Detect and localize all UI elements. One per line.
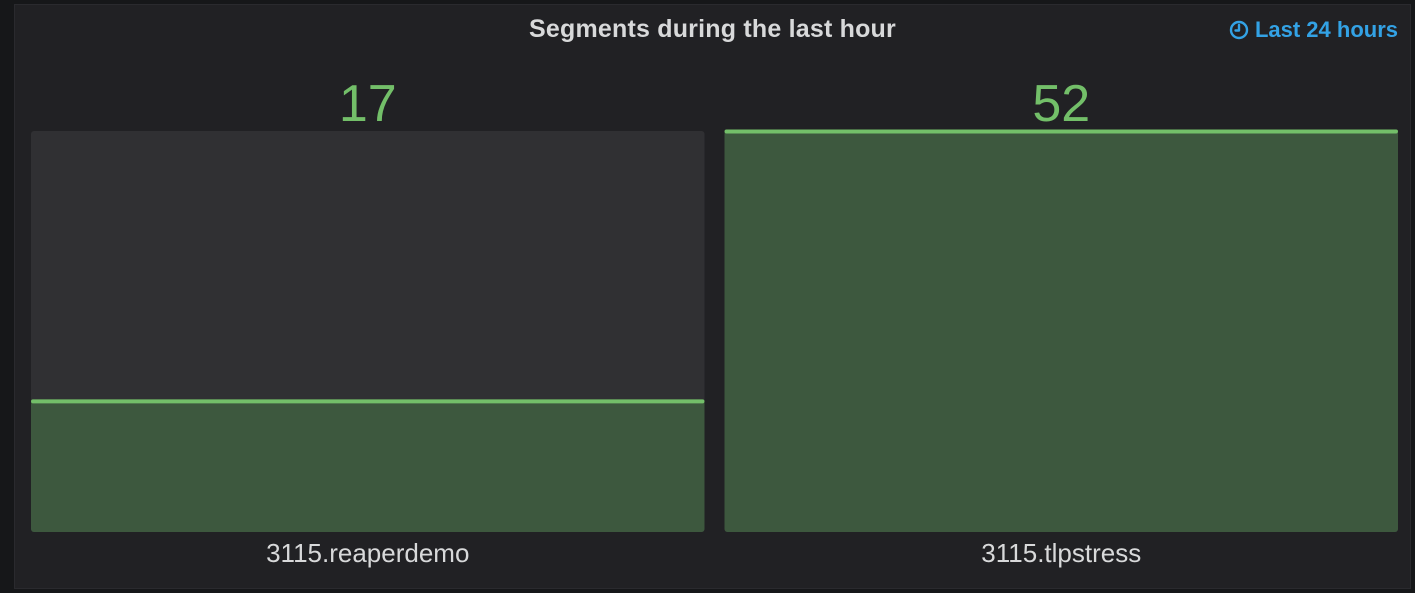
value-label: 17 — [339, 75, 397, 133]
bar-edge — [31, 399, 705, 403]
bar — [31, 401, 705, 532]
category-label: 3115.reaperdemo — [266, 538, 469, 568]
bar-gauge-chart: 17 3115.reaperdemo 52 3115.tlpstress — [15, 5, 1412, 590]
segments-panel: Segments during the last hour Last 24 ho… — [14, 4, 1411, 589]
category-label: 3115.tlpstress — [981, 538, 1141, 568]
value-label: 52 — [1032, 75, 1090, 133]
bar — [725, 131, 1399, 532]
